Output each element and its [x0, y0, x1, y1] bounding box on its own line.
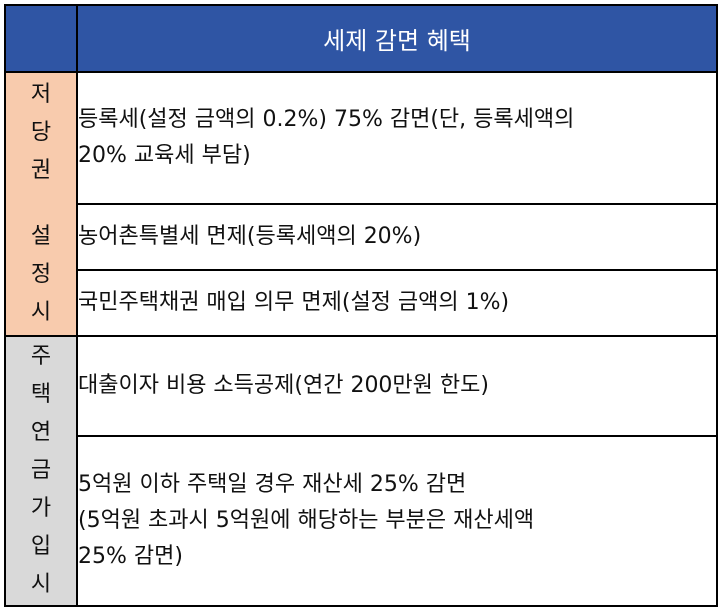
benefit-text-line: 5억원 이하 주택일 경우 재산세 25% 감면 — [78, 472, 467, 497]
table-row: 주택연금가입시 대출이자 비용 소득공제(연간 200만원 한도) — [4, 335, 718, 607]
table-row: 국민주택채권 매입 의무 면제(설정 금액의 1%) — [5, 269, 718, 337]
category-label-line: 주택연금가입시 — [30, 344, 52, 597]
benefit-text-line: 20% 교육세 부담) — [78, 143, 251, 168]
category-label-line: 설정시 — [30, 224, 52, 325]
category-housing-pension: 주택연금가입시 — [4, 335, 78, 607]
benefit-text-line: 국민주택채권 매입 의무 면제(설정 금액의 1%) — [78, 290, 510, 315]
category-mortgage-setup: 저당권 설정시 — [4, 71, 78, 337]
table-row: 5억원 이하 주택일 경우 재산세 25% 감면 (5억원 초과시 5억원에 해… — [5, 435, 718, 607]
header-corner-cell — [4, 4, 78, 73]
benefit-text-line: 25% 감면) — [78, 544, 183, 569]
table-row: 저당권 설정시 등록세(설정 금액의 0.2%) 75% 감면(단, 등록세액의… — [4, 71, 718, 337]
benefit-text-line: 농어촌특별세 면제(등록세액의 20%) — [78, 224, 422, 249]
benefit-item-rural-special-tax: 농어촌특별세 면제(등록세액의 20%) — [76, 203, 718, 271]
benefit-item-housing-bond: 국민주택채권 매입 의무 면제(설정 금액의 1%) — [76, 269, 718, 337]
tax-benefit-table: 세제 감면 혜택 저당권 설정시 등록세(설정 금액의 0.2%) 75% 감면… — [4, 4, 718, 607]
benefit-text-line: 대출이자 비용 소득공제(연간 200만원 한도) — [78, 373, 489, 398]
benefit-item-income-deduction: 대출이자 비용 소득공제(연간 200만원 한도) — [76, 335, 718, 437]
benefit-item-property-tax: 5억원 이하 주택일 경우 재산세 25% 감면 (5억원 초과시 5억원에 해… — [76, 435, 718, 607]
header-row: 세제 감면 혜택 — [4, 4, 718, 73]
benefit-item-registration-tax: 등록세(설정 금액의 0.2%) 75% 감면(단, 등록세액의 20% 교육세… — [76, 71, 718, 205]
table-row: 농어촌특별세 면제(등록세액의 20%) — [5, 203, 718, 271]
table-title: 세제 감면 혜택 — [76, 4, 718, 73]
benefit-text-line: (5억원 초과시 5억원에 해당하는 부분은 재산세액 — [78, 508, 535, 533]
benefit-text-line: 등록세(설정 금액의 0.2%) 75% 감면(단, 등록세액의 — [78, 107, 575, 132]
category-label-line: 저당권 — [30, 82, 52, 183]
